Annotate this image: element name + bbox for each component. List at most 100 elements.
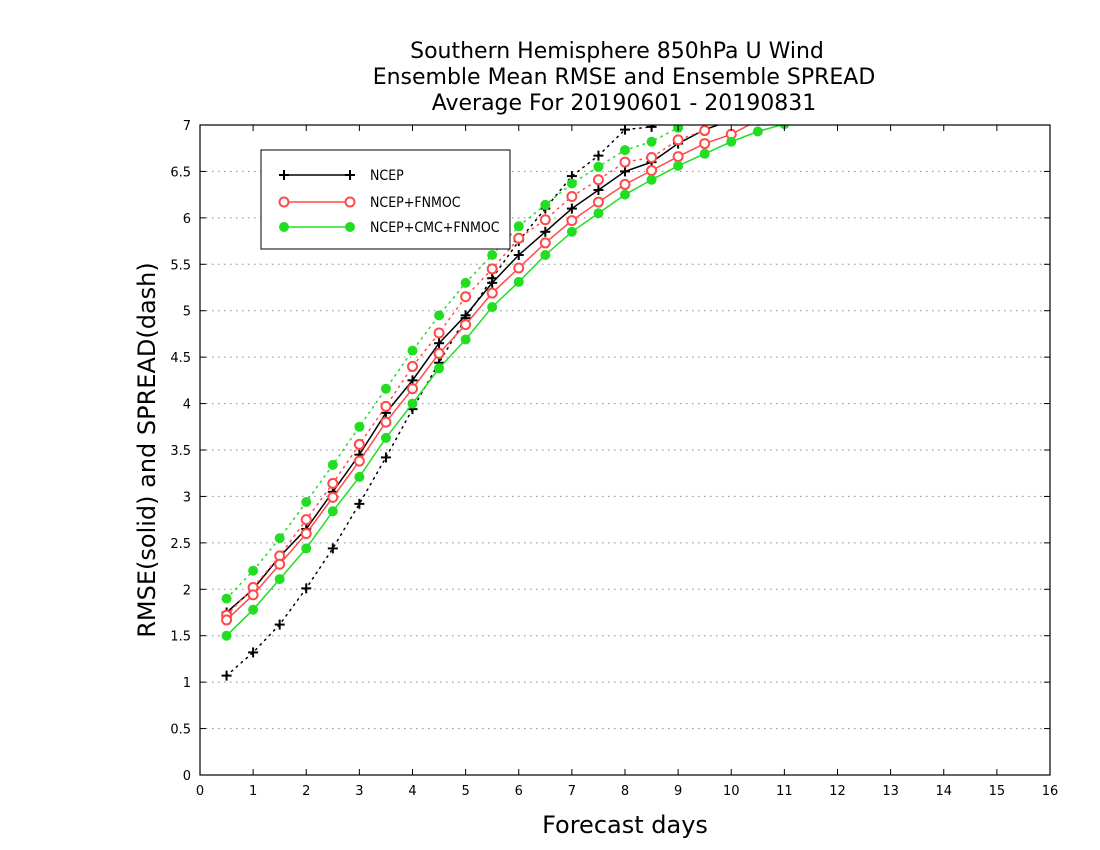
rmse-point [434,363,445,374]
rmse-point [248,604,259,615]
rmse-point [486,287,498,299]
y-tick-label: 0 [183,769,191,784]
legend-entry-ncep-fnmoc: NCEP+FNMOC [278,195,461,211]
legend-marker-plus-start [279,170,289,180]
spread-point [327,477,339,489]
y-tick-label: 3 [183,490,191,505]
spread-line-ncep-cmc-fnmoc [225,127,679,600]
rmse-point [327,491,339,503]
spread-point [274,619,285,630]
rmse-line-ncep-cmc-fnmoc [226,125,784,637]
spread-line-ncep [225,125,658,677]
rmse-point [593,208,604,219]
x-tick-label: 3 [355,784,363,799]
y-tick-label: 1 [183,676,191,691]
spread-point [699,125,711,137]
rmse-point [221,614,233,626]
rmse-point [354,471,365,482]
legend-label-ncep-fnmoc: NCEP+FNMOC [370,195,461,211]
x-axis: 0 1 2 3 4 5 6 7 8 9 10 11 12 13 14 15 16 [196,125,1058,799]
y-axis-title: RMSE(solid) and SPREAD(dash) [133,262,161,638]
title-line-2: Ensemble Mean RMSE and Ensemble SPREAD [373,65,876,90]
rmse-point [699,148,710,159]
spread-point [593,161,604,172]
spread-point [646,125,657,132]
rmse-point [300,528,312,540]
x-axis-title: Forecast days [542,811,708,839]
spread-point [407,360,418,372]
spread-point [274,533,285,544]
spread-point [301,583,312,594]
rmse-point [327,506,338,517]
rmse-point [513,262,525,274]
rmse-point [593,185,604,195]
spread-point [433,327,445,339]
rmse-point [620,166,630,177]
legend-label-ncep-cmc-fnmoc: NCEP+CMC+FNMOC [370,220,500,236]
rmse-point [460,334,471,345]
y-tick-label: 5.5 [170,258,191,273]
spread-point [646,152,658,163]
rmse-point [487,302,498,312]
rmse-point [460,319,472,331]
spread-point [354,498,365,509]
legend-marker-filled-circle-end [345,222,355,232]
legend-box [260,149,511,250]
rmse-point [407,383,418,395]
legend-entry-ncep: NCEP [279,168,404,184]
y-tick-label: 0.5 [170,723,191,738]
rmse-point [353,455,365,467]
spread-point [540,199,551,210]
rmse-point [247,589,259,601]
spread-point [672,134,684,146]
spread-point [487,250,498,260]
spread-point [354,421,365,432]
y-tick-label: 6.5 [170,165,191,180]
spread-point [566,178,577,189]
y-tick-label: 2.5 [170,537,191,552]
rmse-point [592,196,604,208]
series-layer [221,125,790,681]
y-tick-label: 2 [183,583,191,598]
spread-point [460,291,472,303]
rmse-point [566,203,577,214]
y-tick-label: 5 [183,305,191,320]
rmse-point [513,276,524,287]
series-ncep-cmc-fnmoc [221,125,790,641]
y-tick-label: 1.5 [170,630,191,645]
spread-point [592,174,604,186]
spread-point [460,277,471,288]
legend: NCEP NCEP+FNMOC NCEP+CMC+FNMOC [260,149,511,250]
x-tick-label: 6 [515,784,523,799]
rmse-point [221,630,232,641]
rmse-point [672,151,684,163]
rmse-point [646,165,658,176]
x-tick-label: 0 [196,784,204,799]
spread-point [327,459,338,470]
x-tick-label: 9 [674,784,682,799]
y-tick-label: 4.5 [170,351,191,366]
x-tick-label: 5 [461,784,469,799]
rmse-point [726,136,737,147]
x-tick-label: 8 [621,784,629,799]
rmse-point [620,189,630,200]
spread-point [646,136,657,147]
x-tick-label: 15 [989,784,1006,799]
rmse-point [752,126,763,137]
x-tick-label: 1 [249,784,257,799]
title-line-3: Average For 20190601 - 20190831 [432,91,817,116]
x-tick-label: 2 [302,784,310,799]
rmse-point [407,398,418,409]
legend-marker-plus-end [345,170,355,180]
chart-title: Southern Hemisphere 850hPa U Wind Ensemb… [373,39,876,116]
rmse-point [274,558,286,570]
spread-point [407,345,418,356]
x-tick-label: 16 [1042,784,1059,799]
spread-point [380,400,392,412]
x-tick-label: 11 [776,784,793,799]
spread-point [566,191,578,202]
spread-point [593,150,604,161]
spread-point [380,383,391,394]
x-tick-label: 13 [882,784,899,799]
